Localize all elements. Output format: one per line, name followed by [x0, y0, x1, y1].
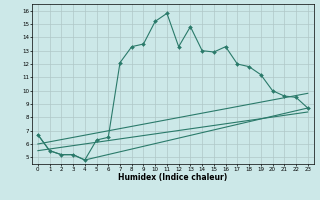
X-axis label: Humidex (Indice chaleur): Humidex (Indice chaleur): [118, 173, 228, 182]
